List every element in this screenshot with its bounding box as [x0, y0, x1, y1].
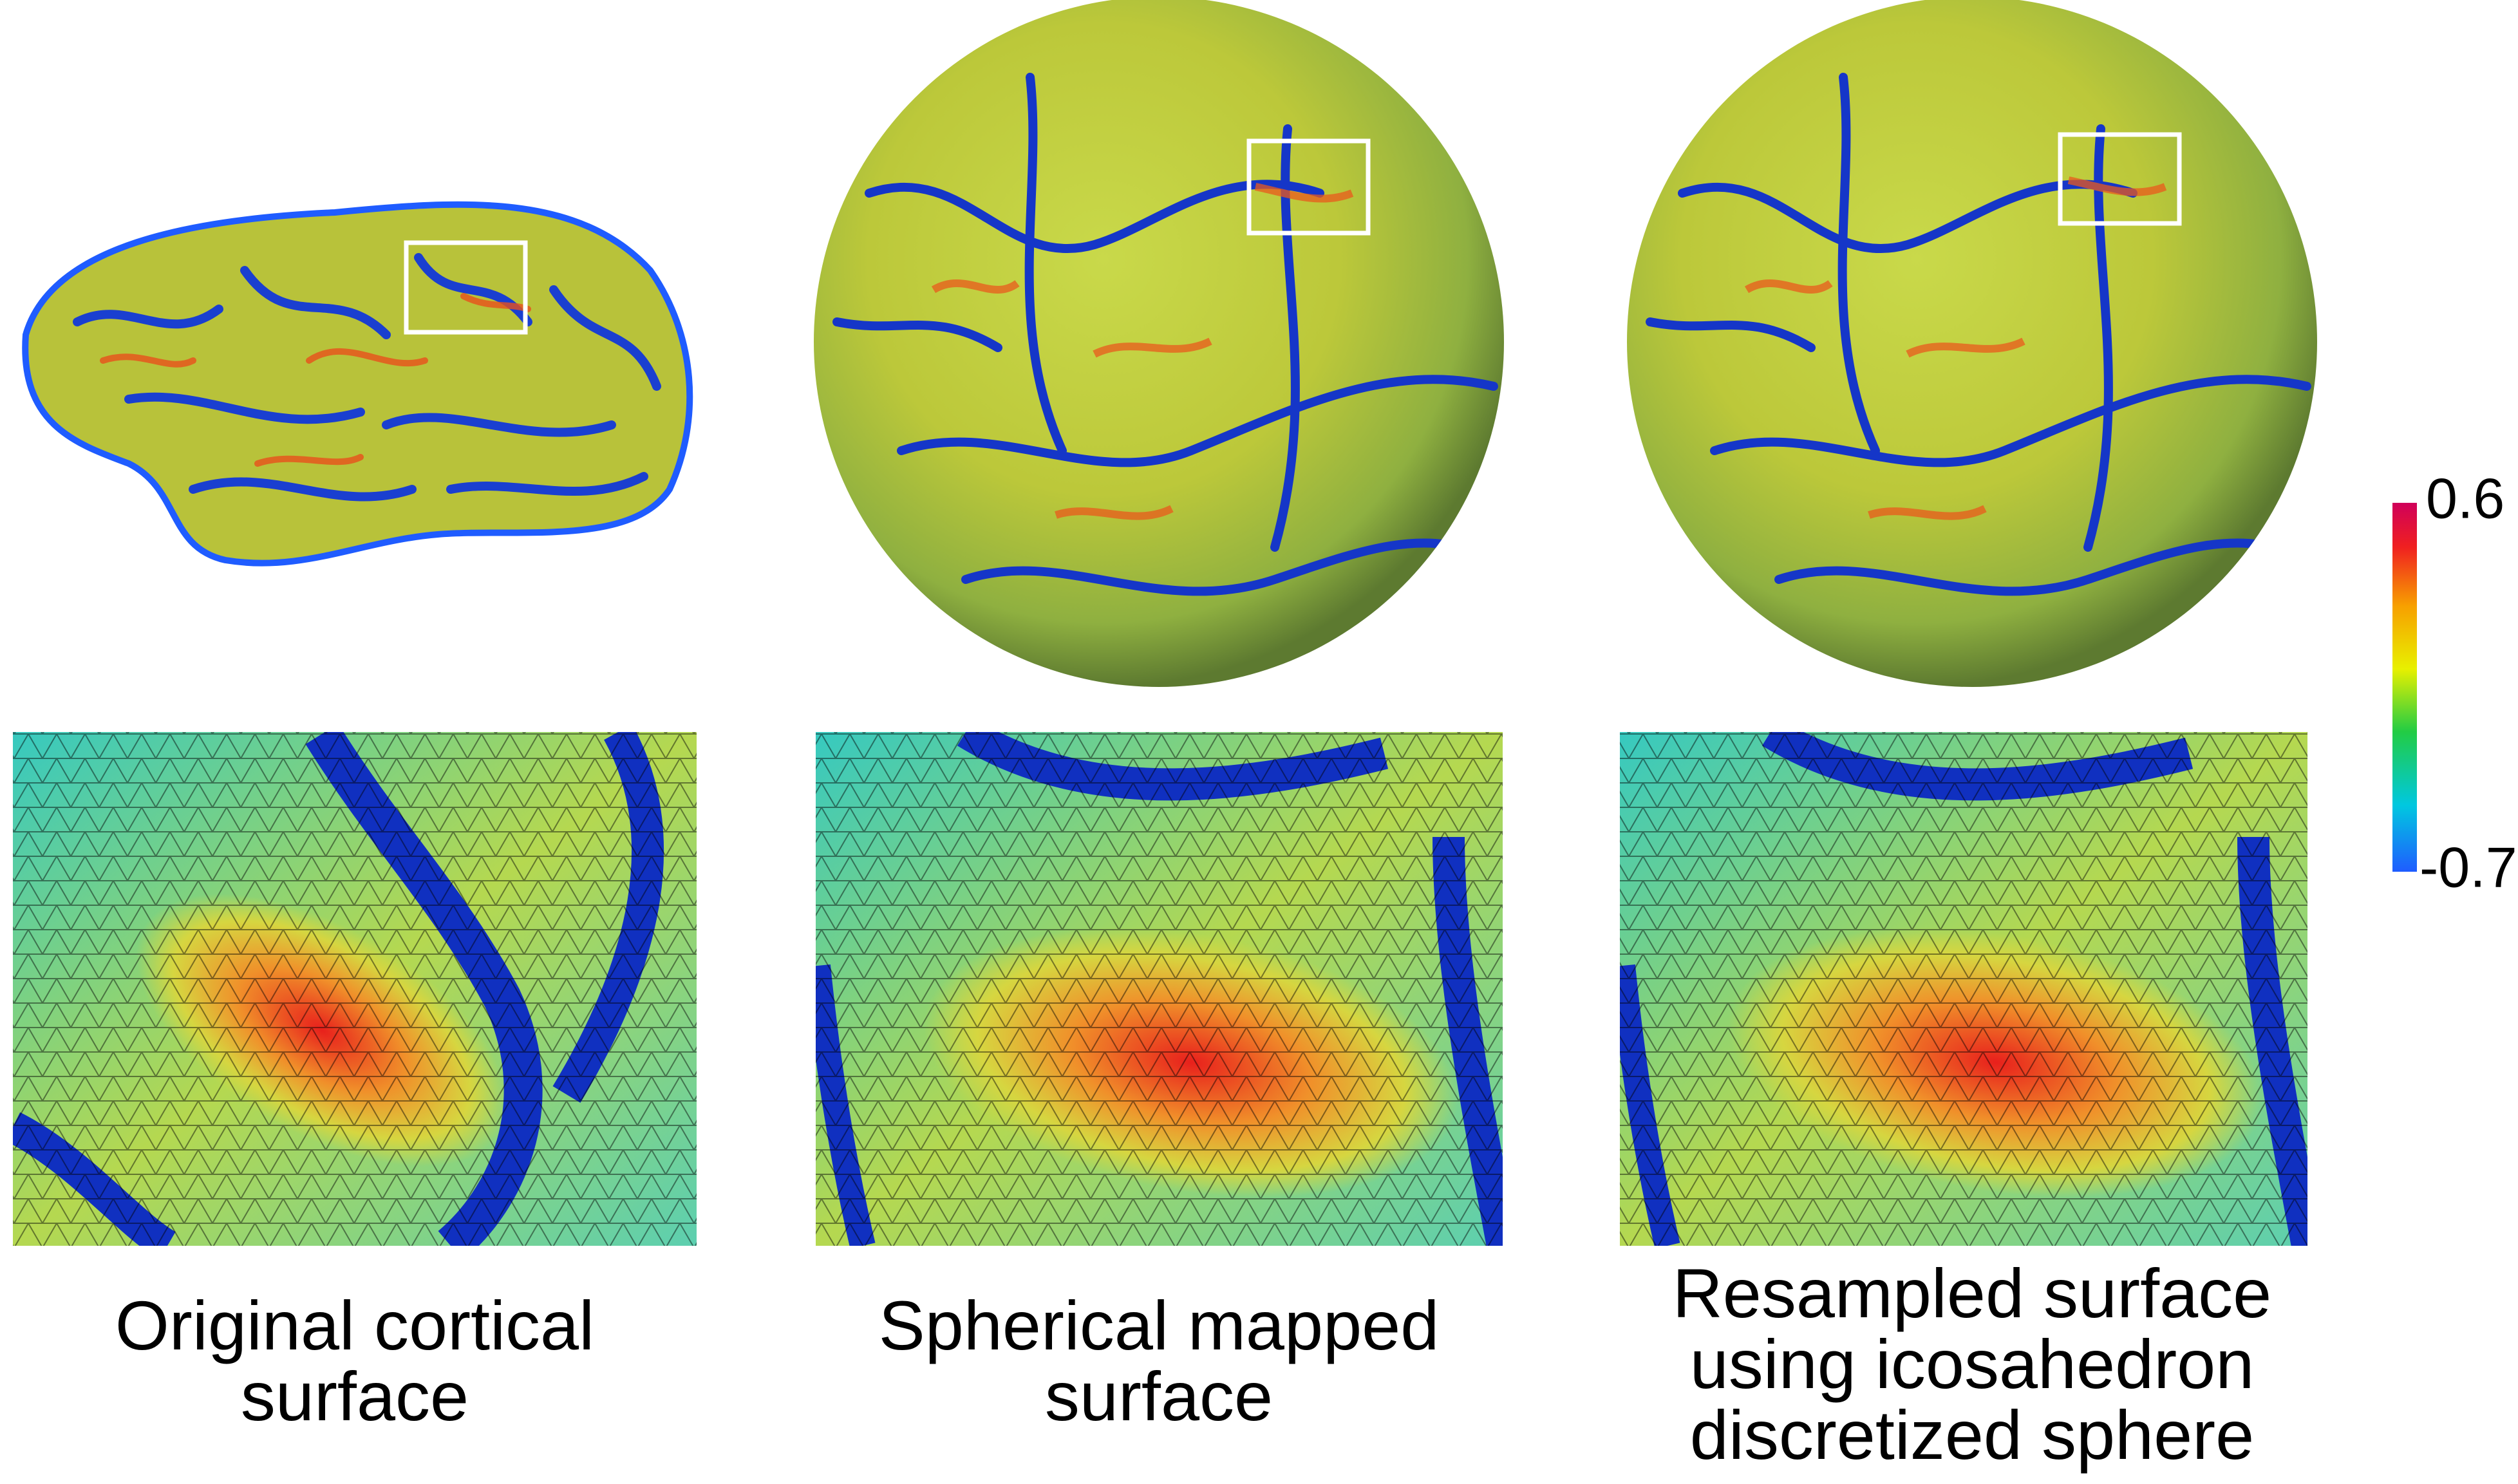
- colorbar-max-label: 0.6: [2426, 466, 2504, 530]
- caption-line: using icosahedron: [1690, 1325, 2255, 1403]
- sphere-mapped: [814, 0, 1504, 687]
- caption-line: surface: [241, 1357, 469, 1435]
- caption-line: Resampled surface: [1673, 1254, 2271, 1332]
- brain-surface: [22, 201, 693, 567]
- caption-line: surface: [1045, 1357, 1273, 1435]
- caption-line: discretized sphere: [1690, 1396, 2254, 1474]
- zoom-original: [13, 732, 697, 1246]
- sphere-resampled: [1627, 0, 2317, 687]
- zoom-resampled: [1620, 732, 2307, 1246]
- colorbar-min-label: -0.7: [2419, 835, 2517, 899]
- zoom-spherical: [816, 732, 1503, 1246]
- colorbar: [2392, 503, 2417, 872]
- caption-line: Spherical mapped: [879, 1286, 1440, 1364]
- caption-line: Original cortical: [115, 1286, 594, 1364]
